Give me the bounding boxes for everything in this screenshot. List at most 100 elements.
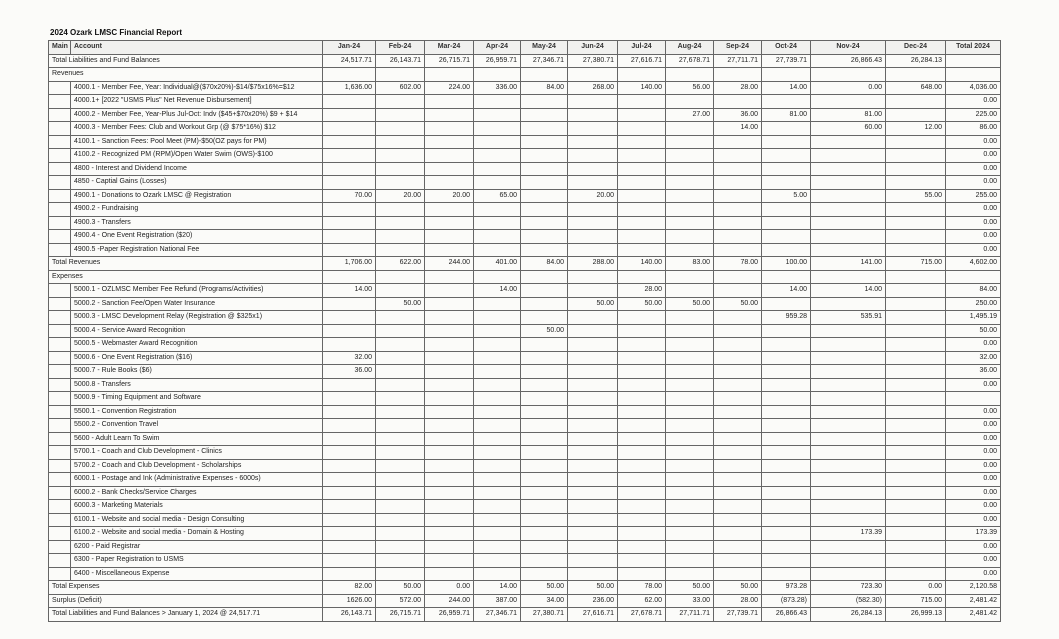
table-row: 6200 - Paid Registrar 0.00	[48, 539, 1001, 554]
main-cell	[48, 202, 71, 217]
amount-cell	[567, 364, 618, 379]
amount-cell	[617, 67, 666, 82]
account-label: 4900.4 - One Event Registration ($20)	[70, 229, 323, 244]
main-cell	[48, 175, 71, 190]
table-row: 5500.2 - Convention Travel 0.00	[48, 418, 1001, 433]
account-label: 4000.3 - Member Fees: Club and Workout G…	[70, 121, 323, 136]
amount-cell	[520, 148, 568, 163]
amount-cell	[761, 94, 811, 109]
account-label: 4900.2 - Fundraising	[70, 202, 323, 217]
amount-cell	[424, 67, 474, 82]
main-cell	[48, 323, 71, 338]
amount-cell: 50.00	[665, 296, 714, 311]
amount-cell	[520, 499, 568, 514]
main-cell	[48, 350, 71, 365]
amount-cell: 26,959.71	[424, 607, 474, 622]
table-row: 4100.1 - Sanction Fees: Pool Meet (PM)-$…	[48, 134, 1001, 149]
amount-cell	[665, 121, 714, 136]
table-row: 5000.9 - Timing Equipment and Software	[48, 391, 1001, 406]
amount-cell	[713, 499, 762, 514]
amount-cell	[375, 499, 425, 514]
amount-cell	[424, 539, 474, 554]
amount-cell	[375, 134, 425, 149]
report-title: 2024 Ozark LMSC Financial Report	[50, 28, 183, 37]
amount-cell	[665, 526, 714, 541]
column-header: Dec-24	[885, 40, 946, 55]
main-cell	[48, 404, 71, 419]
account-label: 4000.2 - Member Fee, Year-Plus Jul-Oct: …	[70, 107, 323, 122]
amount-cell	[713, 242, 762, 257]
table-row: 4000.2 - Member Fee, Year-Plus Jul-Oct: …	[48, 107, 1001, 122]
main-cell	[48, 215, 71, 230]
amount-cell	[665, 283, 714, 298]
main-cell	[48, 566, 71, 581]
amount-cell: 14.00	[761, 80, 811, 95]
amount-cell	[761, 431, 811, 446]
amount-cell: 12.00	[885, 121, 946, 136]
amount-cell	[761, 215, 811, 230]
amount-cell	[322, 337, 376, 352]
account-label: 5500.1 - Convention Registration	[70, 404, 323, 419]
amount-cell	[761, 364, 811, 379]
amount-cell: 78.00	[617, 580, 666, 595]
amount-cell	[322, 499, 376, 514]
amount-cell	[567, 107, 618, 122]
amount-cell	[473, 553, 521, 568]
amount-cell: 14.00	[713, 121, 762, 136]
row-label: Revenues	[48, 67, 323, 82]
amount-cell	[322, 512, 376, 527]
amount-cell	[424, 499, 474, 514]
amount-cell	[322, 134, 376, 149]
amount-cell: 0.00	[885, 580, 946, 595]
amount-cell: 26,866.43	[761, 607, 811, 622]
amount-cell	[810, 472, 886, 487]
amount-cell: 20.00	[375, 188, 425, 203]
amount-cell	[665, 215, 714, 230]
amount-cell	[473, 161, 521, 176]
amount-cell	[810, 296, 886, 311]
amount-cell	[520, 202, 568, 217]
amount-cell	[713, 337, 762, 352]
amount-cell	[567, 418, 618, 433]
account-label: 6000.2 - Bank Checks/Service Charges	[70, 485, 323, 500]
amount-cell	[424, 472, 474, 487]
amount-cell	[520, 350, 568, 365]
account-label: 6000.3 - Marketing Materials	[70, 499, 323, 514]
amount-cell	[375, 526, 425, 541]
amount-cell: 27,711.71	[665, 607, 714, 622]
amount-cell	[885, 134, 946, 149]
amount-cell	[761, 485, 811, 500]
amount-cell	[520, 269, 568, 284]
amount-cell	[810, 499, 886, 514]
amount-cell: 1,706.00	[322, 256, 376, 271]
amount-cell	[713, 377, 762, 392]
amount-cell: 27,616.71	[567, 607, 618, 622]
column-header: Feb-24	[375, 40, 425, 55]
main-cell	[48, 107, 71, 122]
column-header: May-24	[520, 40, 568, 55]
amount-cell	[885, 566, 946, 581]
amount-cell	[617, 202, 666, 217]
amount-cell	[567, 229, 618, 244]
amount-cell	[520, 458, 568, 473]
amount-cell	[424, 323, 474, 338]
amount-cell	[473, 431, 521, 446]
amount-cell	[375, 283, 425, 298]
amount-cell	[473, 458, 521, 473]
amount-cell	[761, 512, 811, 527]
row-label: Expenses	[48, 269, 323, 284]
amount-cell	[713, 404, 762, 419]
amount-cell	[322, 94, 376, 109]
amount-cell: 27,380.71	[567, 53, 618, 68]
row-label: Total Revenues	[48, 256, 323, 271]
amount-cell	[810, 323, 886, 338]
amount-cell	[520, 296, 568, 311]
amount-cell	[520, 175, 568, 190]
amount-cell: 5.00	[761, 188, 811, 203]
amount-cell: 14.00	[810, 283, 886, 298]
column-header: Oct-24	[761, 40, 811, 55]
amount-cell	[567, 242, 618, 257]
amount-cell: 56.00	[665, 80, 714, 95]
amount-cell: 34.00	[520, 593, 568, 608]
amount-cell	[665, 94, 714, 109]
